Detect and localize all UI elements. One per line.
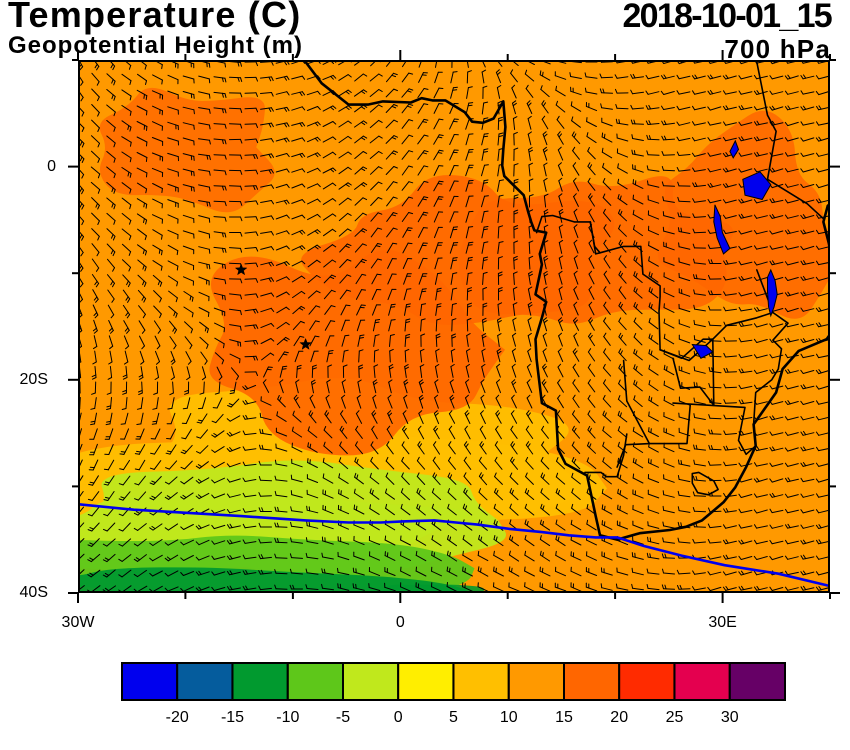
svg-text:40S: 40S	[20, 584, 48, 601]
svg-text:0: 0	[394, 709, 403, 726]
svg-text:30W: 30W	[62, 614, 96, 631]
svg-text:30E: 30E	[708, 614, 736, 631]
svg-text:20S: 20S	[20, 371, 48, 388]
svg-text:25: 25	[666, 709, 684, 726]
svg-text:-10: -10	[276, 709, 299, 726]
svg-text:-20: -20	[166, 709, 189, 726]
svg-text:30: 30	[721, 709, 739, 726]
svg-text:15: 15	[555, 709, 573, 726]
svg-text:-5: -5	[336, 709, 350, 726]
svg-text:0: 0	[47, 158, 56, 175]
svg-text:10: 10	[500, 709, 518, 726]
svg-text:20: 20	[610, 709, 628, 726]
svg-text:0: 0	[396, 614, 405, 631]
svg-text:-15: -15	[221, 709, 244, 726]
svg-text:5: 5	[449, 709, 458, 726]
